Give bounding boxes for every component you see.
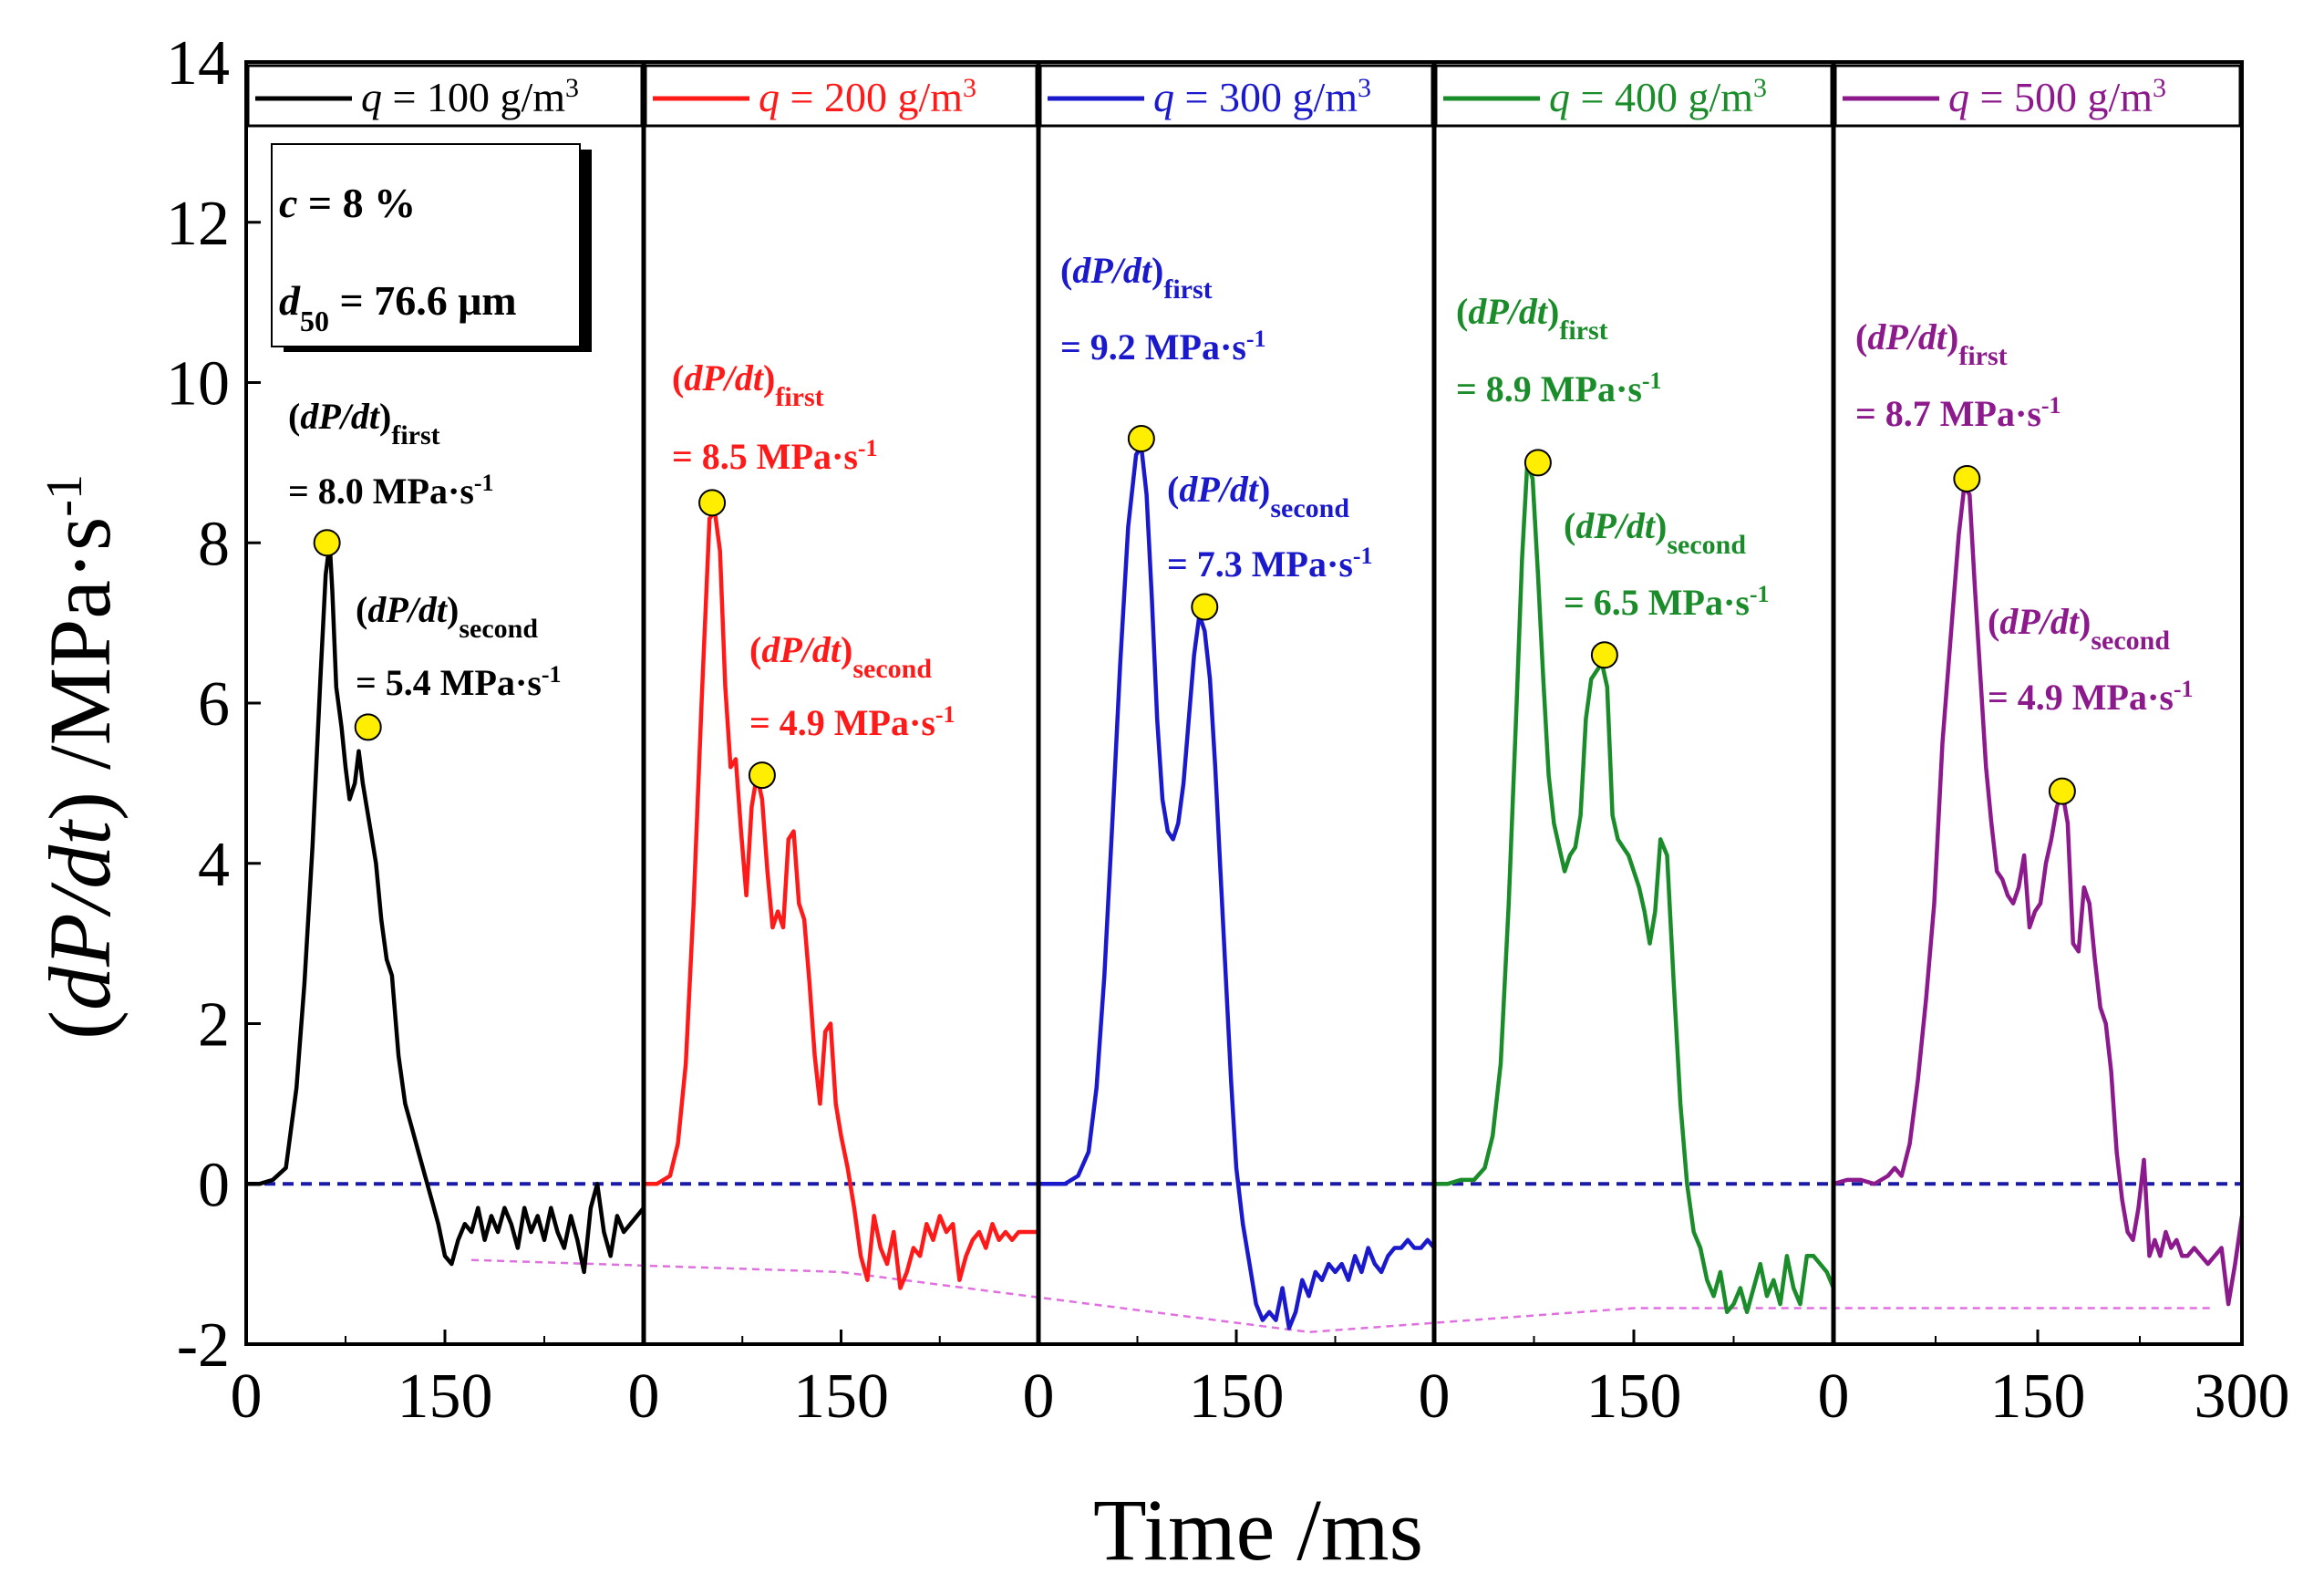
second-peak-label: (dP/dt)second (749, 629, 932, 684)
first-peak-marker (1127, 425, 1155, 453)
annotation-layer: (dP/dt)first = 8.0 MPa·s-1 (dP/dt)second = … (288, 250, 2194, 805)
second-peak-marker (748, 761, 776, 790)
info-box-concentration: c = 8 % (279, 180, 416, 226)
y-tick-label: 4 (198, 830, 230, 900)
first-peak-label: (dP/dt)first (1855, 316, 2008, 371)
first-peak-value: = 8.0 MPa·s-1 (288, 470, 494, 512)
first-peak-label: (dP/dt)first (672, 357, 824, 412)
legend-label: q = 400 g/m3 (1549, 73, 1767, 121)
x-axis-title: Time /ms (1093, 1481, 1423, 1578)
first-peak-value: = 8.9 MPa·s-1 (1456, 367, 1662, 410)
second-peak-marker (354, 713, 382, 741)
info-box-frame (271, 143, 581, 347)
series-line-2 (644, 508, 1038, 1290)
second-peak-value: = 4.9 MPa·s-1 (1988, 676, 2194, 719)
y-tick-label: 6 (198, 669, 230, 740)
series-line-1 (246, 541, 646, 1275)
x-tick-label: 0 (1818, 1361, 1850, 1432)
legend-label: q = 500 g/m3 (1948, 73, 2166, 121)
second-peak-label: (dP/dt)second (1988, 601, 2170, 656)
y-axis: -2 0 2 4 6 8 10 12 14 (166, 28, 261, 1381)
legend-layer: q = 100 g/m3 q = 200 g/m3 q = 300 g/m3 q = … (246, 64, 2242, 128)
x-tick-label: 150 (1189, 1361, 1285, 1432)
y-tick-label: 10 (166, 349, 230, 419)
y-tick-label: 12 (166, 189, 230, 259)
x-tick-label: 150 (1586, 1361, 1682, 1432)
first-peak-label: (dP/dt)first (1456, 291, 1608, 346)
first-peak-value: = 8.7 MPa·s-1 (1855, 392, 2061, 435)
legend-box (1833, 64, 2242, 128)
info-box: c = 8 % d50 = 76.6 μm (271, 143, 592, 352)
first-peak-value: = 9.2 MPa·s-1 (1060, 326, 1266, 368)
second-peak-label: (dP/dt)second (1167, 469, 1349, 523)
first-peak-marker (1524, 449, 1552, 477)
x-tick-label: 0 (231, 1361, 263, 1432)
legend-label: q = 300 g/m3 (1153, 73, 1371, 121)
x-axis: 0 150 0 150 0 150 0 150 0 150 300 (231, 1330, 2290, 1432)
legend-box (644, 64, 1038, 128)
x-tick-label: 300 (2195, 1361, 2290, 1432)
legend-label: q = 200 g/m3 (759, 73, 976, 121)
first-peak-marker (1953, 464, 1981, 492)
y-tick-label: 2 (198, 990, 230, 1061)
legend-box (246, 64, 644, 128)
second-peak-marker (2048, 777, 2076, 805)
first-peak-marker (313, 529, 341, 557)
x-tick-label: 150 (793, 1361, 889, 1432)
second-peak-value: = 7.3 MPa·s-1 (1167, 543, 1373, 585)
y-tick-label: 0 (198, 1150, 230, 1220)
x-tick-label: 150 (398, 1361, 493, 1432)
info-box-particle-size: d50 = 76.6 μm (279, 277, 517, 337)
second-peak-value: = 5.4 MPa·s-1 (356, 661, 562, 704)
y-tick-label: 8 (198, 509, 230, 579)
second-peak-marker (1191, 593, 1219, 621)
x-tick-label: 0 (628, 1361, 660, 1432)
y-tick-label: 14 (166, 28, 230, 98)
first-peak-value: = 8.5 MPa·s-1 (672, 435, 878, 478)
x-tick-label: 0 (1419, 1361, 1451, 1432)
y-axis-title: (dP/dt) /MPa·s-1 (31, 474, 129, 1040)
second-peak-marker (1590, 641, 1618, 669)
legend-label: q = 100 g/m3 (361, 73, 579, 121)
series-line-3 (1038, 444, 1436, 1330)
first-peak-label: (dP/dt)first (288, 396, 440, 450)
first-peak-label: (dP/dt)first (1060, 250, 1213, 305)
trend-line (471, 1258, 2216, 1334)
plot-frame (244, 60, 2244, 1346)
second-peak-label: (dP/dt)second (1564, 505, 1746, 560)
second-peak-value: = 4.9 MPa·s-1 (749, 701, 955, 744)
second-peak-label: (dP/dt)second (356, 589, 538, 644)
panel-frames (244, 60, 2244, 1346)
y-tick-label: -2 (177, 1310, 230, 1381)
x-tick-label: 0 (1023, 1361, 1055, 1432)
x-tick-label: 150 (1990, 1361, 2086, 1432)
second-peak-value: = 6.5 MPa·s-1 (1564, 581, 1770, 624)
minimum-trend-line (471, 1258, 2216, 1334)
first-peak-marker (698, 489, 727, 517)
